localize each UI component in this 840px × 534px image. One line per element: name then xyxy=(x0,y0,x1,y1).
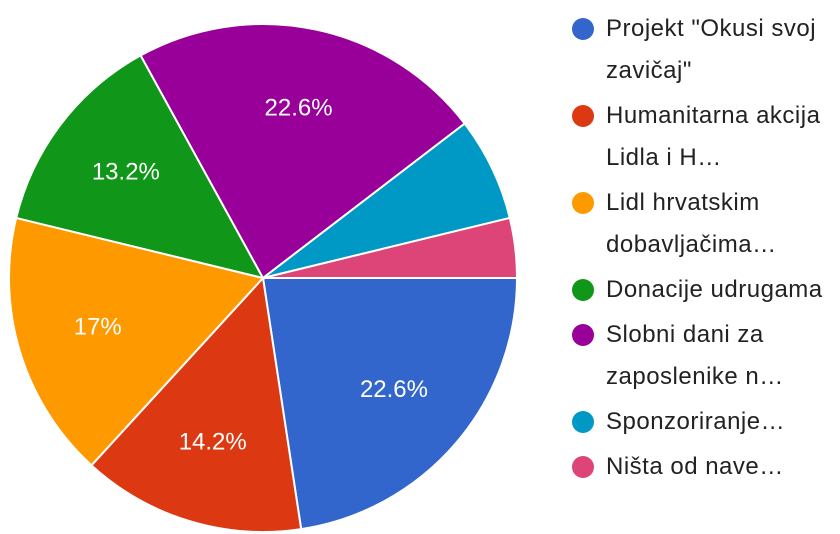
slice-label: 14.2% xyxy=(179,429,247,456)
legend-item: Sponzoriranje… xyxy=(570,401,835,443)
slice-label: 17% xyxy=(74,314,122,341)
legend-label: Slobni dani za zaposlenike n… xyxy=(606,321,784,390)
slice-label: 22.6% xyxy=(360,376,428,403)
chart: 22.6% 14.2% 17% 13.2% 22.6% xyxy=(8,23,519,533)
pie-slice xyxy=(14,54,265,280)
legend-item: Slobni dani za zaposlenike n… xyxy=(570,314,835,398)
pie-slice xyxy=(261,277,519,531)
legend-swatch xyxy=(572,456,594,478)
legend-item: Projekt "Okusi svoj zavičaj" xyxy=(570,8,835,92)
legend-label: Sponzoriranje… xyxy=(606,408,786,435)
legend-label: Humanitarna akcija Lidla i H… xyxy=(606,102,821,171)
legend: Projekt "Okusi svoj zavičaj" Humanitarna … xyxy=(570,8,835,491)
legend-item: Donacije udrugama xyxy=(570,269,835,311)
pie-slice xyxy=(8,216,265,467)
slice-label: 13.2% xyxy=(92,158,160,185)
pie-slice xyxy=(139,23,467,280)
legend-label: Lidl hrvatskim dobavljačima… xyxy=(606,189,777,258)
legend-label: Ništa od nave… xyxy=(606,453,784,480)
legend-label: Projekt "Okusi svoj zavičaj" xyxy=(606,15,817,84)
legend-swatch xyxy=(572,105,594,127)
legend-swatch xyxy=(572,192,594,214)
slice-label: 22.6% xyxy=(265,94,333,121)
legend-item: Ništa od nave… xyxy=(570,446,835,488)
legend-swatch xyxy=(572,279,594,301)
legend-swatch xyxy=(572,18,594,40)
pie-slice xyxy=(90,275,303,533)
legend-label: Donacije udrugama xyxy=(606,276,823,303)
legend-swatch xyxy=(572,411,594,433)
legend-swatch xyxy=(572,324,594,346)
legend-item: Humanitarna akcija Lidla i H… xyxy=(570,95,835,179)
legend-item: Lidl hrvatskim dobavljačima… xyxy=(570,182,835,266)
pie-slice xyxy=(262,216,519,279)
